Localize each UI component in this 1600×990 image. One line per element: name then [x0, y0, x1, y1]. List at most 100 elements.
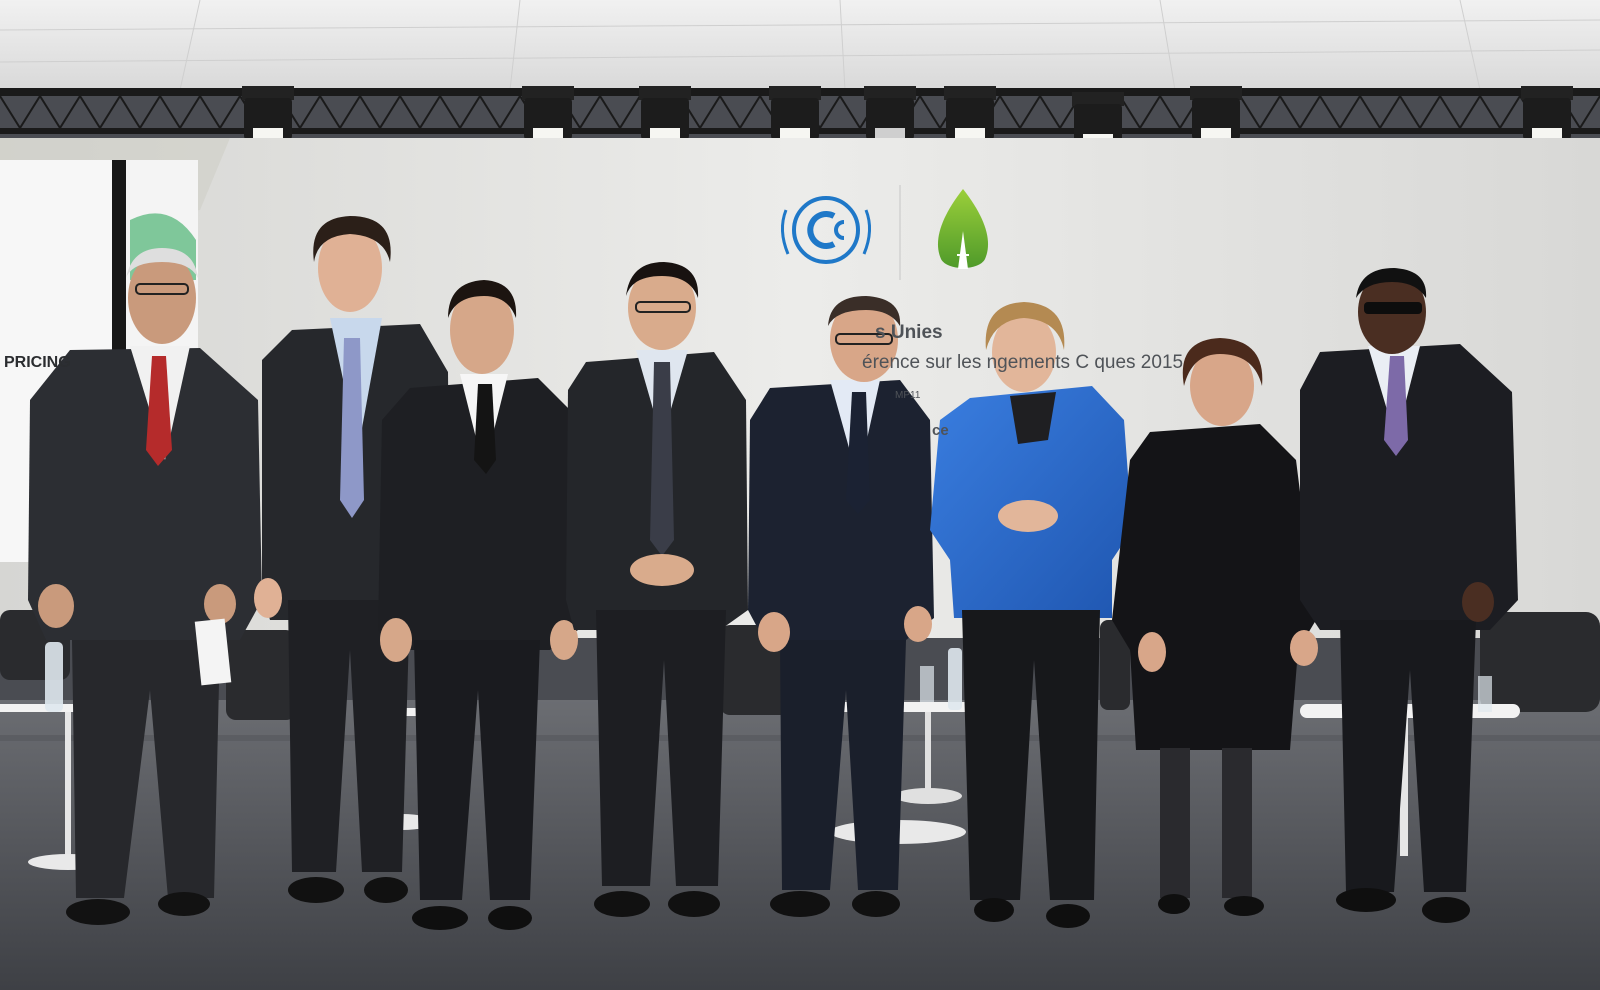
face [830, 298, 898, 382]
shoe [364, 877, 408, 903]
legs [1222, 748, 1252, 898]
shoe [158, 892, 210, 916]
face [128, 252, 196, 344]
paper [194, 618, 232, 686]
person-7 [1112, 338, 1318, 916]
necktie [846, 392, 870, 514]
glasses [1364, 302, 1422, 314]
hand [1290, 630, 1318, 666]
side-screen-text: PRICING [4, 354, 71, 371]
hand [758, 612, 790, 652]
spotlight [1190, 86, 1242, 146]
glasses [135, 283, 189, 295]
face [628, 266, 696, 350]
glasses [635, 301, 691, 313]
glass [920, 666, 934, 702]
hand [1138, 632, 1166, 672]
table [0, 704, 90, 712]
unfccc-logo-icon [781, 196, 871, 264]
hair [1182, 338, 1263, 386]
backdrop-banner-code: MP11 [895, 390, 921, 401]
suit-jacket [1300, 344, 1518, 630]
shoe [594, 891, 650, 917]
spotlight [864, 86, 916, 140]
shoe [974, 898, 1014, 922]
shoe [1422, 897, 1470, 923]
trousers [780, 640, 906, 890]
table-leg [925, 712, 931, 794]
backdrop-banner-partial-word: ce [932, 422, 949, 439]
face [992, 312, 1056, 392]
shoe [852, 891, 900, 917]
shoe [1046, 904, 1090, 928]
hair [126, 248, 198, 278]
hair [1356, 268, 1427, 298]
trousers [596, 610, 726, 886]
chair [226, 630, 296, 720]
water-bottle [45, 642, 63, 712]
trousers [288, 600, 410, 872]
necktie [340, 338, 364, 518]
hair [828, 296, 901, 326]
shoe [1336, 888, 1396, 912]
spotlights [242, 86, 1573, 152]
water-bottle [948, 648, 962, 710]
hand [380, 618, 412, 662]
hair [626, 262, 699, 298]
trousers [414, 640, 540, 900]
hand [38, 584, 74, 628]
chair [1480, 612, 1600, 712]
table-leg [65, 712, 71, 862]
spotlight [944, 86, 996, 146]
ceiling-panels [0, 0, 1600, 91]
suit-jacket [378, 378, 578, 650]
face [318, 224, 382, 312]
necktie [146, 356, 172, 466]
hand [1462, 582, 1494, 622]
hair [313, 216, 391, 262]
suit-jacket [28, 348, 262, 640]
dress [1112, 424, 1316, 750]
necktie [1384, 356, 1408, 456]
shoe [488, 906, 532, 930]
hand [254, 578, 282, 618]
backdrop-banner-subtitle: érence sur les ngements C ques 2015 [862, 352, 1184, 373]
hair [448, 280, 517, 318]
shoe [66, 899, 130, 925]
table-leg [1400, 718, 1408, 856]
backdrop-banner-title: s Unies [875, 322, 943, 343]
shoe [770, 891, 830, 917]
glass [1478, 676, 1492, 712]
hand [204, 584, 236, 624]
spotlight [639, 86, 691, 146]
trousers [72, 640, 220, 898]
person-8 [1300, 268, 1518, 923]
glasses [835, 333, 893, 345]
shoe [1224, 896, 1264, 916]
shoe [412, 906, 468, 930]
necktie [650, 362, 674, 556]
necktie [474, 384, 496, 474]
trousers [962, 610, 1100, 900]
person-5 [748, 296, 934, 917]
spotlight [242, 86, 294, 146]
table-base [894, 788, 962, 804]
chair [1100, 620, 1130, 710]
hand [904, 606, 932, 642]
top [1010, 392, 1056, 444]
person-3 [378, 280, 578, 930]
person-4 [566, 262, 748, 917]
spotlight [1521, 86, 1573, 146]
hair [985, 302, 1065, 350]
trousers [1340, 620, 1476, 892]
suit-jacket [748, 380, 934, 640]
face [450, 286, 514, 374]
ceiling [0, 0, 1600, 90]
shoe [668, 891, 720, 917]
face [1190, 346, 1254, 426]
spotlight [769, 86, 821, 146]
person-6 [930, 302, 1132, 928]
hands-clasped [630, 554, 694, 586]
person-1 [28, 248, 262, 925]
